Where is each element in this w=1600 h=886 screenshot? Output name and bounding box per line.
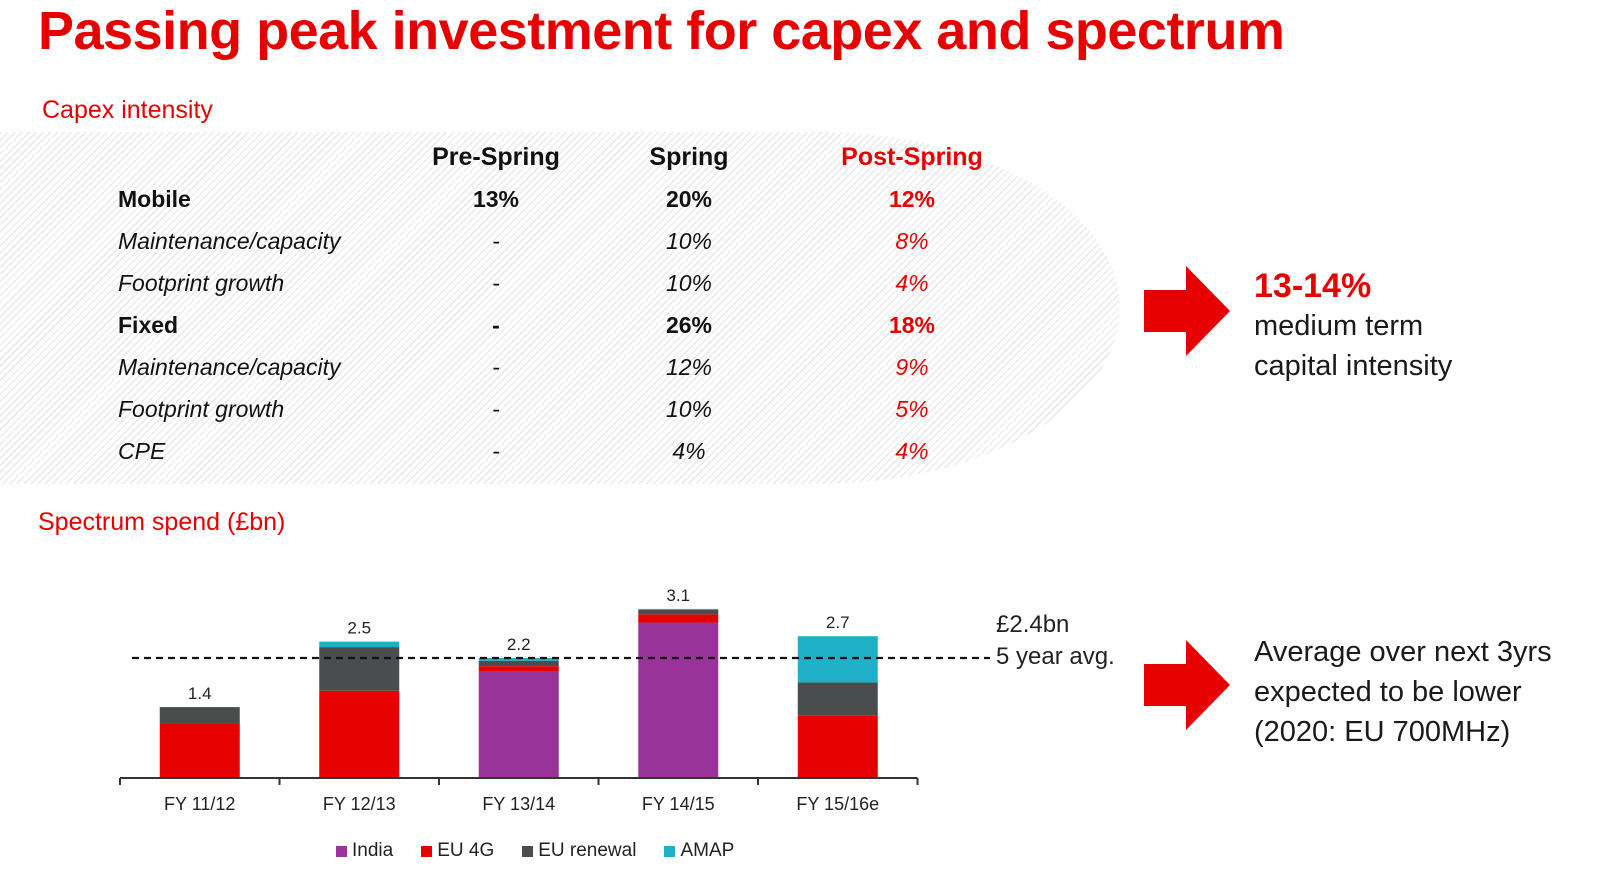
callout-line: Average over next 3yrs [1254,636,1552,668]
legend-label: EU renewal [538,840,637,861]
callout-line: expected to be lower [1254,676,1522,708]
capex-callout: 13-14% medium term capital intensity [1254,266,1452,386]
row-label: Footprint growth [118,395,285,422]
spring-value: 20% [665,185,713,212]
post-spring-value: 4% [895,269,929,296]
legend-label: AMAP [680,840,735,861]
legend-swatch [522,845,534,857]
legend-label: India [352,840,394,861]
bar-segment-eu-4g [478,666,559,672]
header-spring: Spring [649,142,729,171]
legend-item: AMAP [664,840,734,862]
post-spring-value: 5% [895,395,929,422]
post-spring-value: 4% [895,437,929,464]
row-label: Mobile [118,185,191,212]
bar-segment-eu-4g [319,690,400,778]
bar-segment-eu-4g [159,723,240,778]
bar-segment-amap [478,658,559,661]
pre-spring-value: - [492,269,500,296]
bar-total-label: 3.1 [666,586,690,605]
arrow-right-icon [1144,640,1230,730]
header-post-spring: Post-Spring [841,142,983,171]
legend-item: EU renewal [522,840,636,862]
bar-total-label: 2.7 [826,613,850,632]
legend-swatch [336,845,347,857]
bar-segment-amap [797,636,878,683]
post-spring-value: 8% [895,227,929,254]
spring-value: 10% [665,269,713,296]
bar-total-label: 2.2 [507,635,531,654]
spectrum-spend-chart: 1.4 FY 11/12 2.5 FY 12/13 2.2 FY 13/14 3.1 FY 1… [119,586,990,814]
table-row: Footprint growth - 10% 4% [104,262,1036,304]
row-label: Fixed [118,311,179,338]
legend-item: India [336,840,393,862]
spring-value: 10% [665,227,713,254]
average-caption: 5 year avg. [996,643,1115,670]
spring-value: 26% [665,311,713,338]
post-spring-value: 9% [895,353,929,380]
row-label: Maintenance/capacity [118,353,341,380]
legend-label: EU 4G [437,840,495,861]
pre-spring-value: - [492,311,500,338]
arrow-right-icon [1144,266,1230,356]
table-row: Maintenance/capacity - 10% 8% [104,220,1036,262]
header-pre-spring: Pre-Spring [432,142,560,171]
legend-swatch [664,845,676,857]
bar-segment-amap [319,641,400,648]
table-row: CPE - 4% 4% [104,430,1036,472]
bar-segment-india [478,671,559,778]
bar-total-label: 1.4 [188,684,212,703]
spectrum-spend-label: Spectrum spend (£bn) [38,508,286,536]
pre-spring-value: - [492,395,500,422]
chart-legend: India EU 4G EU renewal AMAP [336,840,734,862]
capex-table: Pre-Spring Spring Post-Spring Mobile 13%… [104,136,1036,472]
bar-segment-india [638,622,719,778]
pre-spring-value: - [492,353,500,380]
post-spring-value: 12% [888,185,936,212]
bar-segment-eu-renewal [319,647,400,691]
spring-value: 12% [665,353,713,380]
x-tick-label: FY 13/14 [482,794,555,814]
average-label: £2.4bn 5 year avg. [996,609,1115,673]
row-label: Footprint growth [118,269,285,296]
spectrum-callout: Average over next 3yrs expected to be lo… [1254,632,1552,752]
table-row: Footprint growth - 10% 5% [104,388,1036,430]
row-label: Maintenance/capacity [118,227,341,254]
hatched-background-panel [0,132,1120,484]
bar-segment-eu-4g [638,614,719,623]
table-row: Maintenance/capacity - 12% 9% [104,346,1036,388]
x-tick-label: FY 12/13 [323,794,396,814]
average-value: £2.4bn [996,611,1070,638]
legend-item: EU 4G [421,840,494,862]
table-row: Fixed - 26% 18% [104,304,1036,346]
slide-title: Passing peak investment for capex and sp… [38,1,1285,61]
capital-intensity-target: 13-14% [1254,267,1372,305]
spring-value: 10% [665,395,713,422]
bar-segment-eu-4g [797,715,878,778]
callout-line: (2020: EU 700MHz) [1254,716,1511,748]
table-header-row: Pre-Spring Spring Post-Spring [104,136,1036,178]
capex-intensity-label: Capex intensity [42,96,213,124]
callout-line: medium term [1254,310,1424,342]
spring-value: 4% [672,437,706,464]
table-row: Mobile 13% 20% 12% [104,178,1036,220]
pre-spring-value: - [492,227,500,254]
x-tick-label: FY 15/16e [796,794,879,814]
pre-spring-value: 13% [472,185,520,212]
callout-line: capital intensity [1254,350,1453,382]
bar-total-label: 2.5 [347,619,371,638]
pre-spring-value: - [492,437,500,464]
x-tick-label: FY 11/12 [164,794,235,814]
bar-segment-eu-renewal [797,682,878,716]
row-label: CPE [118,437,166,464]
bar-segment-amap [638,608,719,610]
legend-swatch [421,845,433,857]
x-tick-label: FY 14/15 [642,794,715,814]
bar-segment-eu-renewal [478,660,559,667]
post-spring-value: 18% [888,311,936,338]
bar-segment-eu-renewal [159,707,240,724]
bar-segment-eu-renewal [638,610,719,615]
